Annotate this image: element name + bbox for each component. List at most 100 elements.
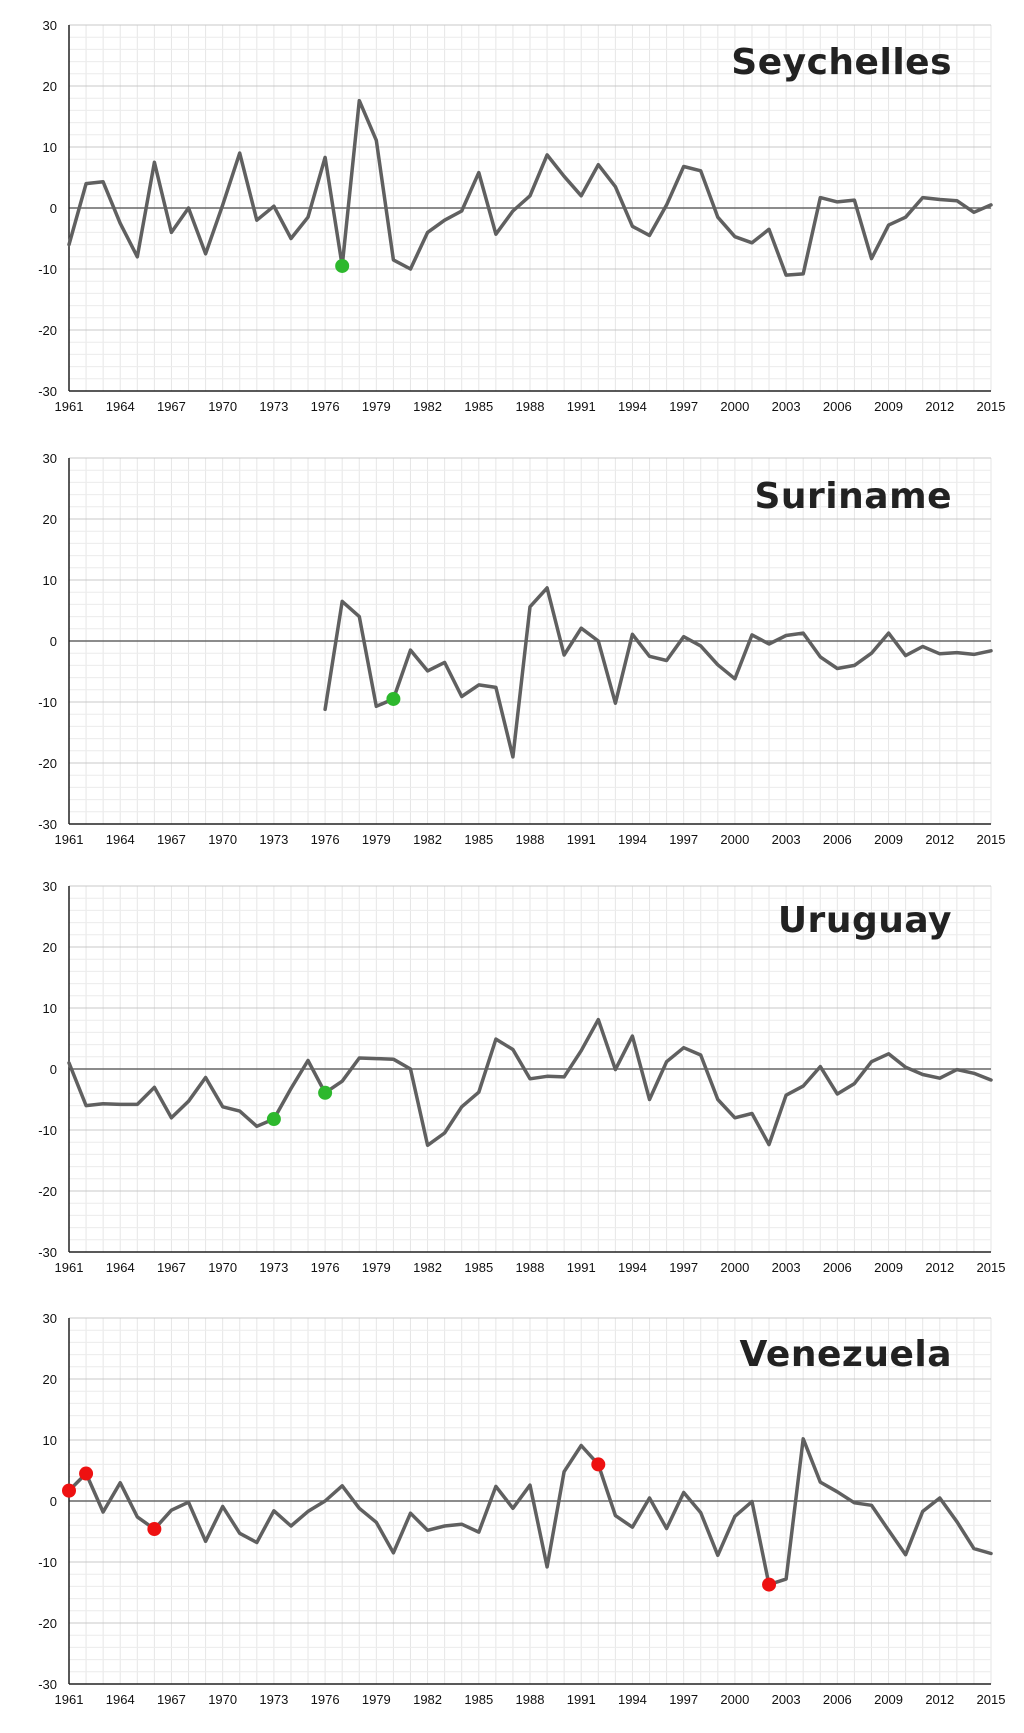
x-tick-label: 2012 [925,1260,954,1275]
x-tick-label: 2000 [720,399,749,414]
highlight-point [266,1112,281,1127]
x-tick-label: 1961 [55,832,84,847]
chart-title: Venezuela [739,1334,952,1375]
y-tick-label: 10 [43,140,57,155]
x-tick-label: 1964 [106,832,135,847]
y-tick-label: -30 [38,1245,57,1260]
highlight-point [591,1457,606,1472]
y-tick-label: 10 [43,1433,57,1448]
x-tick-label: 1994 [618,399,647,414]
x-tick-label: 1985 [464,399,493,414]
x-tick-label: 1973 [259,832,288,847]
x-tick-label: 2009 [874,832,903,847]
x-tick-label: 2012 [925,399,954,414]
highlight-point [762,1577,777,1592]
x-tick-label: 1970 [208,399,237,414]
x-tick-label: 1985 [464,832,493,847]
y-tick-label: 10 [43,573,57,588]
x-tick-label: 2015 [977,832,1006,847]
x-tick-label: 1961 [55,1692,84,1707]
y-tick-label: 0 [50,1062,57,1077]
x-tick-label: 1991 [567,399,596,414]
chart-title: Uruguay [777,900,952,941]
y-tick-label: 20 [43,940,57,955]
x-tick-label: 1997 [669,1260,698,1275]
x-tick-label: 2000 [720,1692,749,1707]
x-tick-label: 1964 [106,1692,135,1707]
x-tick-label: 1979 [362,832,391,847]
x-tick-label: 1970 [208,1692,237,1707]
x-tick-label: 1973 [259,1692,288,1707]
x-tick-label: 1988 [516,832,545,847]
x-tick-label: 1994 [618,1692,647,1707]
y-tick-label: 30 [43,451,57,466]
x-tick-label: 2000 [720,1260,749,1275]
x-tick-label: 1967 [157,1260,186,1275]
x-tick-label: 2006 [823,1260,852,1275]
x-tick-label: 2015 [977,399,1006,414]
x-tick-label: 1976 [311,1692,340,1707]
x-tick-label: 1976 [311,832,340,847]
highlight-point [62,1483,76,1498]
x-tick-label: 1988 [516,1260,545,1275]
y-tick-label: 0 [50,634,57,649]
x-tick-label: 1997 [669,1692,698,1707]
x-tick-label: 2015 [977,1260,1006,1275]
y-tick-label: -10 [38,1555,57,1570]
x-tick-label: 1961 [55,1260,84,1275]
x-tick-label: 1985 [464,1692,493,1707]
x-tick-label: 1967 [157,832,186,847]
y-tick-label: -20 [38,1184,57,1199]
chart-panel-seychelles: 30 20 10 0 -10 -20 -30 1961 1964 1967 1970 1973 1976… [0,0,1024,430]
y-tick-label: 30 [43,879,57,894]
x-tick-label: 1991 [567,1692,596,1707]
x-tick-label: 2003 [772,832,801,847]
series-line [67,1437,993,1587]
x-tick-label: 1976 [311,1260,340,1275]
x-tick-label: 1988 [516,1692,545,1707]
x-tick-label: 1979 [362,1260,391,1275]
highlight-point [147,1522,162,1537]
chart-panel-uruguay: 30 20 10 0 -10 -20 -30 1961 1964 1967 1970 1973 1976… [0,0,1024,1275]
series-line [67,1017,993,1148]
x-tick-label: 2015 [977,1692,1006,1707]
y-tick-label: -10 [38,262,57,277]
x-tick-label: 1982 [413,399,442,414]
x-tick-label: 1994 [618,1260,647,1275]
y-tick-label: 30 [43,1311,57,1326]
y-tick-label: 30 [43,18,57,33]
y-tick-label: -10 [38,1123,57,1138]
y-tick-label: 20 [43,79,57,94]
x-tick-label: 2012 [925,832,954,847]
y-tick-label: -20 [38,1616,57,1631]
x-tick-label: 2000 [720,832,749,847]
x-tick-label: 2009 [874,399,903,414]
highlight-point [386,691,401,706]
x-tick-label: 1967 [157,399,186,414]
x-tick-label: 2006 [823,832,852,847]
y-tick-label: 10 [43,1001,57,1016]
x-tick-label: 2003 [772,1692,801,1707]
x-tick-label: 1973 [259,1260,288,1275]
x-tick-label: 2003 [772,399,801,414]
y-tick-label: -20 [38,323,57,338]
x-tick-label: 1982 [413,1692,442,1707]
x-tick-label: 1982 [413,832,442,847]
x-tick-label: 1997 [669,399,698,414]
y-tick-label: 20 [43,512,57,527]
y-tick-label: -10 [38,695,57,710]
chart-title: Suriname [754,476,952,517]
series-line [67,98,993,277]
y-tick-label: -30 [38,384,57,399]
x-tick-label: 2012 [925,1692,954,1707]
y-tick-label: 0 [50,1494,57,1509]
x-tick-label: 1979 [362,399,391,414]
x-tick-label: 1970 [208,1260,237,1275]
chart-title: Seychelles [731,42,952,83]
x-tick-label: 2009 [874,1260,903,1275]
x-tick-label: 1961 [55,399,84,414]
